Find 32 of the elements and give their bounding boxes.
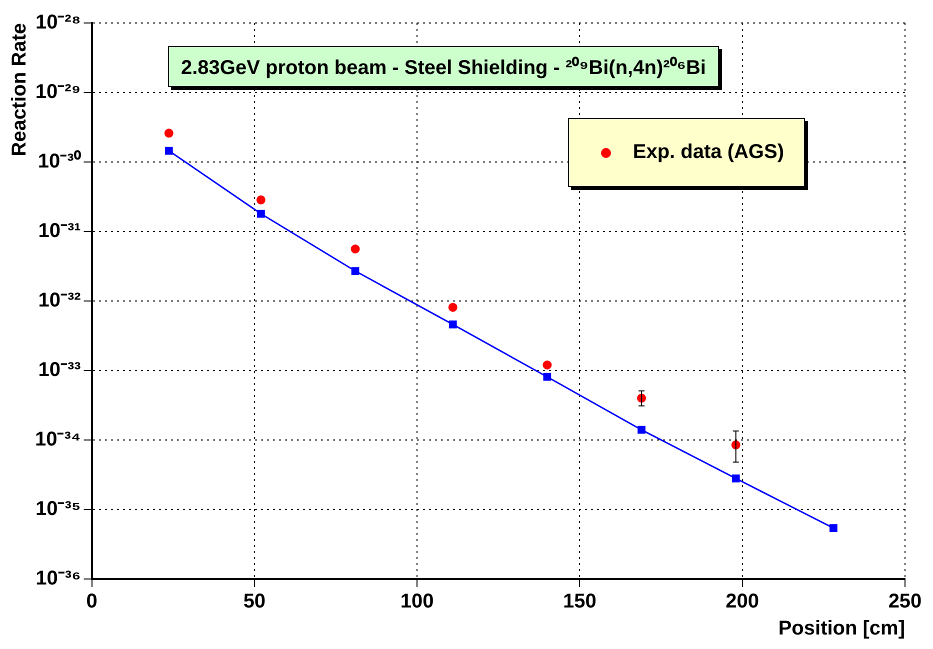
y-tick-label: 10⁻³⁵ bbox=[35, 498, 81, 520]
point bbox=[830, 524, 838, 532]
point bbox=[164, 146, 173, 155]
y-tick-label: 10⁻³² bbox=[38, 290, 82, 312]
legend-label: Exp. data (AGS) bbox=[632, 141, 784, 164]
point bbox=[257, 210, 265, 218]
point bbox=[448, 320, 457, 328]
point bbox=[543, 372, 552, 381]
y-tick-label: 10⁻²⁸ bbox=[35, 12, 81, 34]
x-tick-label: 0 bbox=[86, 590, 98, 613]
y-tick-label: 10⁻³⁶ bbox=[36, 568, 81, 590]
x-tick-label: 250 bbox=[888, 590, 922, 613]
x-tick-label: 200 bbox=[726, 590, 760, 613]
point bbox=[448, 302, 458, 312]
x-tick-label: 100 bbox=[400, 590, 434, 613]
point bbox=[351, 267, 360, 275]
y-tick-label: 10⁻³⁰ bbox=[38, 150, 81, 173]
point bbox=[732, 474, 740, 482]
point bbox=[164, 128, 174, 138]
text: 2.83GeV proton beam - Steel Shielding - ²⁰⁹Bi(n,4n)²⁰⁶Bi bbox=[168, 46, 719, 87]
y-tick-label: 10⁻²⁹ bbox=[35, 81, 81, 104]
x-tick-label: 50 bbox=[243, 590, 266, 613]
point bbox=[542, 360, 552, 370]
point bbox=[256, 195, 266, 204]
point bbox=[638, 426, 646, 434]
x-tick-label: 150 bbox=[563, 590, 596, 613]
y-tick-label: 10⁻³¹ bbox=[38, 220, 82, 242]
y-axis-title: Reaction Rate bbox=[8, 23, 31, 156]
y-tick-label: 10⁻³³ bbox=[38, 359, 82, 382]
x-axis-title: Position [cm] bbox=[778, 618, 905, 640]
y-tick-label: 10⁻³⁴ bbox=[34, 428, 81, 451]
point bbox=[350, 244, 360, 254]
